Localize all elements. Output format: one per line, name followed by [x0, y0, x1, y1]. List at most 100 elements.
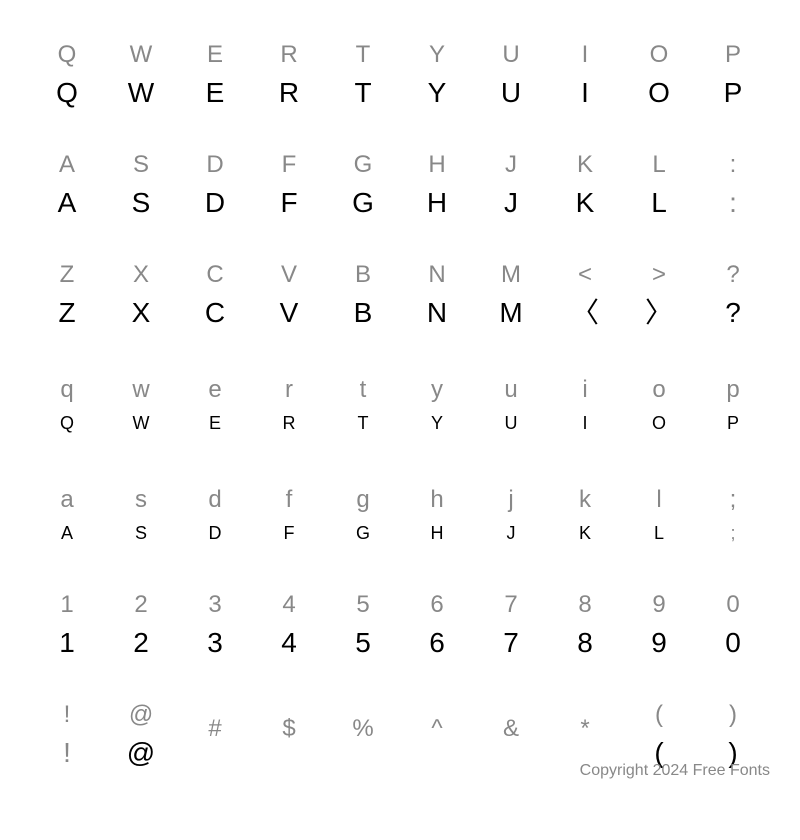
reference-character: K [577, 153, 593, 177]
char-pair: 99 [622, 570, 696, 680]
char-pair: kK [548, 460, 622, 570]
char-pair: TT [326, 20, 400, 130]
char-pair: :: [696, 130, 770, 240]
display-character: 〈 [571, 299, 599, 327]
char-pair: XX [104, 240, 178, 350]
char-pair: jJ [474, 460, 548, 570]
display-character: F [284, 524, 295, 542]
reference-character: $ [282, 717, 295, 741]
display-character: O [648, 79, 670, 107]
reference-character: k [579, 488, 591, 512]
char-pair: JJ [474, 130, 548, 240]
display-character: J [507, 524, 516, 542]
reference-character: T [356, 43, 371, 67]
reference-character: f [286, 488, 293, 512]
reference-character: * [580, 717, 589, 741]
char-pair: 88 [548, 570, 622, 680]
reference-character: R [280, 43, 297, 67]
display-character: B [354, 299, 373, 327]
reference-character: & [503, 717, 519, 741]
display-character: F [280, 189, 297, 217]
display-character: ? [725, 299, 741, 327]
char-pair: SS [104, 130, 178, 240]
char-pair: fF [252, 460, 326, 570]
reference-character: y [431, 378, 443, 402]
display-character: @ [127, 739, 155, 767]
display-character: D [205, 189, 225, 217]
reference-character: 4 [282, 593, 295, 617]
char-pair: @@ [104, 680, 178, 790]
reference-character: B [355, 263, 371, 287]
display-character: ! [63, 739, 71, 767]
char-pair: lL [622, 460, 696, 570]
display-character: R [283, 414, 296, 432]
reference-character: M [501, 263, 521, 287]
display-character: N [427, 299, 447, 327]
display-character: A [58, 189, 77, 217]
char-pair: aA [30, 460, 104, 570]
display-character: S [135, 524, 147, 542]
char-pair: gG [326, 460, 400, 570]
reference-character: 7 [504, 593, 517, 617]
reference-character: l [656, 488, 661, 512]
char-pair: 11 [30, 570, 104, 680]
display-character: D [209, 524, 222, 542]
char-pair: !! [30, 680, 104, 790]
char-pair: CC [178, 240, 252, 350]
display-character: 6 [429, 629, 445, 657]
reference-character: S [133, 153, 149, 177]
reference-character: g [356, 488, 369, 512]
display-character: P [724, 79, 743, 107]
display-character: G [352, 189, 374, 217]
display-character: X [132, 299, 151, 327]
char-pair: BB [326, 240, 400, 350]
reference-character: ^ [431, 717, 442, 741]
reference-character: a [60, 488, 73, 512]
display-character: 4 [281, 629, 297, 657]
char-pair: 44 [252, 570, 326, 680]
reference-character: > [652, 263, 666, 287]
reference-character: I [582, 43, 589, 67]
char-pair: HH [400, 130, 474, 240]
reference-character: Y [429, 43, 445, 67]
reference-character: ; [730, 488, 737, 512]
reference-character: t [360, 378, 367, 402]
display-character: E [209, 414, 221, 432]
reference-character: Q [58, 43, 77, 67]
reference-character: 3 [208, 593, 221, 617]
char-pair: 22 [104, 570, 178, 680]
display-character: T [358, 414, 369, 432]
char-pair: LL [622, 130, 696, 240]
reference-character: @ [129, 703, 153, 727]
display-character: 0 [725, 629, 741, 657]
display-character: Q [60, 414, 74, 432]
display-character: L [651, 189, 667, 217]
char-pair: tT [326, 350, 400, 460]
char-pair: NN [400, 240, 474, 350]
display-character: J [504, 189, 518, 217]
char-pair: rR [252, 350, 326, 460]
char-pair: ?? [696, 240, 770, 350]
char-pair: YY [400, 20, 474, 130]
reference-character: # [208, 717, 221, 741]
reference-character: A [59, 153, 75, 177]
display-character: O [652, 414, 666, 432]
reference-character: s [135, 488, 147, 512]
char-pair: UU [474, 20, 548, 130]
display-character: Y [428, 79, 447, 107]
char-pair: iI [548, 350, 622, 460]
char-pair: FF [252, 130, 326, 240]
display-character: C [205, 299, 225, 327]
char-pair: 66 [400, 570, 474, 680]
display-character: 3 [207, 629, 223, 657]
reference-character: r [285, 378, 293, 402]
display-character: R [279, 79, 299, 107]
display-character: M [499, 299, 522, 327]
reference-character: W [130, 43, 153, 67]
reference-character: < [578, 263, 592, 287]
reference-character: H [428, 153, 445, 177]
reference-character: Z [60, 263, 75, 287]
reference-character: 6 [430, 593, 443, 617]
reference-character: 9 [652, 593, 665, 617]
char-pair: MM [474, 240, 548, 350]
